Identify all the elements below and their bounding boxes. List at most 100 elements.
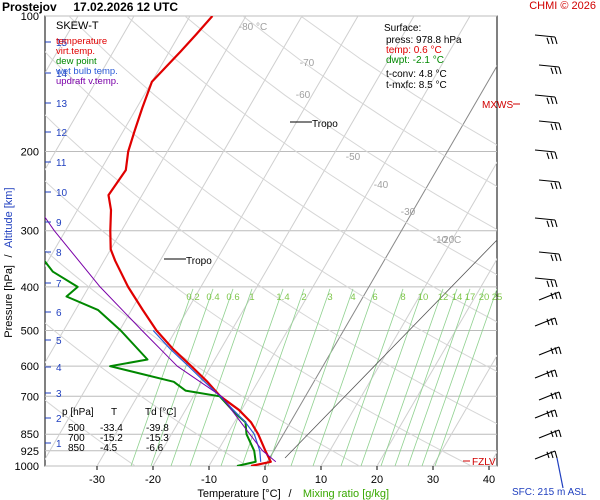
temp-tick-label: 30 <box>427 474 439 486</box>
table-cell: 700 <box>68 433 85 444</box>
wind-barb-flag <box>558 291 562 300</box>
table-cell: -4.5 <box>100 443 118 454</box>
series-line-updraft-v-temp <box>45 216 277 463</box>
pressure-tick-label: 200 <box>21 146 39 158</box>
surface-row: press: 978.8 hPa <box>386 35 462 46</box>
isotherm-label: -30 <box>401 207 416 218</box>
guide-line <box>284 239 498 459</box>
wind-barb-shaft <box>534 94 556 98</box>
surface-wind-arrow <box>556 457 564 489</box>
wind-barb-flag <box>550 67 554 75</box>
wind-barb-flag <box>546 370 550 378</box>
mixing-ratio-line <box>407 288 471 466</box>
wind-barb-flag <box>550 182 554 190</box>
legend-item: dew point <box>56 56 97 67</box>
mixing-ratio-label: 4 <box>350 292 355 303</box>
mxws-label: MXWS <box>482 100 513 111</box>
mixing-ratio-label: 8 <box>400 292 405 303</box>
isotherm-label: -20 <box>440 235 455 246</box>
wind-barb-flag <box>554 182 558 190</box>
altitude-tick-label: 8 <box>56 248 62 259</box>
isotherm-label: -70 <box>300 58 315 69</box>
mixing-ratio-label: 0.2 <box>186 292 199 303</box>
isotherm-line <box>488 451 497 466</box>
x-axis-title: Temperature [°C] <box>197 488 280 500</box>
isotherm-label: -60 <box>296 90 311 101</box>
table-header: Td [°C] <box>145 407 176 418</box>
wind-barb-flag <box>546 451 550 459</box>
altitude-tick-label: 14 <box>56 69 68 80</box>
wind-barb-flag <box>550 318 554 326</box>
altitude-tick-label: 1 <box>56 439 62 450</box>
series-layer <box>45 16 277 466</box>
isotherm-line <box>152 16 415 466</box>
temp-tick-label: -20 <box>145 474 161 486</box>
isotherm-label: -10 °C <box>433 235 461 246</box>
wind-barb-flag <box>550 292 554 300</box>
pressure-tick-label: 925 <box>21 446 39 458</box>
legend-item: virt.temp. <box>56 46 95 57</box>
dry-adiabat <box>45 180 472 466</box>
table-cell: -15.2 <box>100 433 123 444</box>
chart-header: Prostejov 17.02.2026 12 UTC <box>2 0 178 14</box>
mixing-ratio-line <box>380 288 444 466</box>
pressure-tick-label: 100 <box>21 11 39 23</box>
temp-tick-label: 20 <box>371 474 383 486</box>
dry-adiabat <box>184 16 497 231</box>
mixing-ratio-line <box>340 288 404 466</box>
wind-barb-flag <box>558 122 562 131</box>
pressure-tick-label: 500 <box>21 326 39 338</box>
temp-tick-label: -10 <box>201 474 217 486</box>
isotherm-line <box>45 16 303 461</box>
wind-barbs <box>534 34 564 489</box>
legend-item: updraft v.temp. <box>56 76 119 87</box>
wind-barb-flag <box>546 97 550 105</box>
isotherm-line <box>432 354 497 466</box>
mixing-ratio-label: 12 <box>438 292 449 303</box>
surface-title: Surface: <box>384 23 421 34</box>
altitude-tick-label: 7 <box>56 279 62 290</box>
mixing-ratio-label: 6 <box>372 292 377 303</box>
wind-barb-shaft <box>534 217 556 221</box>
mixing-ratio-label: 10 <box>418 292 429 303</box>
mixing-ratio-line <box>189 288 253 466</box>
mixing-ratio-line <box>130 288 194 466</box>
mixing-ratio-line <box>312 288 376 466</box>
dry-adiabat <box>126 16 497 276</box>
mixing-ratio-label: 14 <box>452 292 463 303</box>
isotherms <box>45 16 497 466</box>
temp-tick-label: 10 <box>315 474 327 486</box>
wind-barb-shaft <box>534 34 556 38</box>
wind-barb-flag <box>546 152 550 160</box>
altitude-tick-label: 4 <box>56 363 62 374</box>
table-header: T <box>111 407 117 418</box>
altitude-tick-label: 3 <box>56 389 62 400</box>
temp-tick-label: -30 <box>89 474 105 486</box>
wind-barb-flag <box>554 254 558 262</box>
temp-tick-label: 0 <box>262 474 268 486</box>
tropo-label: Tropo <box>312 119 338 130</box>
level-table: p [hPa] T Td [°C] 500 -33.4 -39.8 700 -15.2 -15.… <box>62 407 176 454</box>
station-name: Prostejov <box>2 0 57 14</box>
isotherm-line <box>376 258 497 466</box>
mixing-ratio-line <box>394 288 458 466</box>
wind-barb-flag <box>550 280 554 288</box>
mixing-ratio-line <box>290 288 354 466</box>
wind-barb-flag <box>550 123 554 131</box>
isotherm-label: -80 °C <box>239 22 267 33</box>
wind-barb-flag <box>546 410 550 418</box>
isotherm-label: -40 <box>374 180 389 191</box>
wind-barb-flag <box>558 66 562 75</box>
wind-barb-flag <box>550 392 554 400</box>
mixing-ratio-label: 25 <box>492 292 503 303</box>
wind-barb-flag <box>550 430 554 438</box>
tropo-label: Tropo <box>186 256 212 267</box>
mixing-ratio-line <box>220 288 284 466</box>
isotherm-label: -50 <box>346 152 361 163</box>
y-axis-title-group: Pressure [hPa] / Altitude [km] <box>3 187 15 337</box>
wind-barb-flag <box>550 451 554 459</box>
wind-barb-flag <box>554 450 558 459</box>
